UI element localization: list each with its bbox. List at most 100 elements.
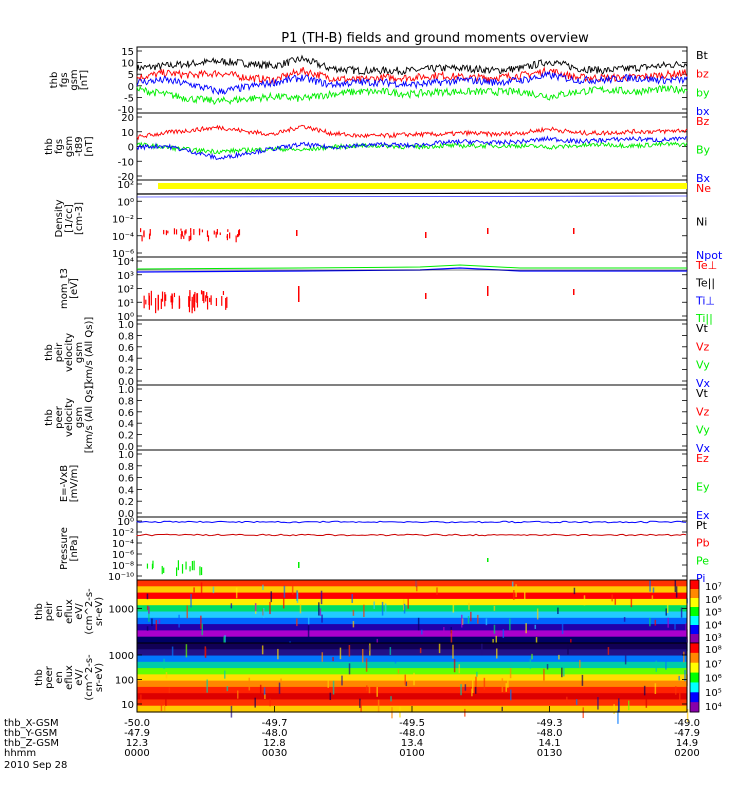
spectrogram-streak	[493, 605, 496, 611]
y-tick-label: -10	[118, 157, 134, 168]
spectrogram-streak	[509, 618, 511, 631]
pressure-pe-mark	[146, 563, 149, 569]
y-axis-label-line: [cm-3]	[74, 202, 85, 235]
y-axis-label-line: fgs	[59, 72, 70, 87]
y-axis-label-line: thb	[34, 669, 45, 686]
y-axis-label: thb fgs gsm [nT]	[49, 69, 90, 90]
spectrogram-streak	[226, 686, 229, 692]
y-axis-label: thb peir velocity gsm [km/s (All Qs)]	[44, 317, 95, 389]
density-ne-mark	[181, 230, 183, 235]
colorbar-tick-label: 10⁵	[705, 688, 722, 699]
y-tick-label: 0.6	[118, 474, 134, 485]
spectrogram-streak	[579, 659, 581, 668]
y-tick-label: 0.0	[118, 442, 134, 453]
spectrogram-streak	[546, 664, 549, 670]
temperature-te-perp-mark	[189, 291, 191, 302]
density-ne-mark	[140, 228, 142, 233]
spectrogram-streak	[563, 667, 565, 677]
y-axis-label-line: (cm^2-s-	[84, 654, 95, 701]
spectrogram-streak	[359, 698, 361, 708]
spectrogram-streak	[407, 596, 409, 609]
legend-entry: bx	[696, 105, 710, 118]
spectrogram-streak	[561, 667, 563, 678]
spectrogram-streak	[363, 604, 365, 618]
x-tick-label: -49.0	[674, 718, 700, 729]
colorbar-segment	[690, 580, 699, 590]
spectrogram-streak	[575, 699, 578, 705]
y-axis-label-line: (cm^2-s-	[84, 588, 95, 635]
x-tick-label: -49.7	[262, 718, 288, 729]
spectrogram-streak	[674, 623, 676, 630]
legend-entry: Vx	[696, 442, 711, 455]
series-line	[136, 84, 688, 106]
colorbar-tick-label: 10⁷	[705, 582, 722, 593]
spectrogram-streak	[452, 644, 454, 659]
spectrogram-streak	[403, 603, 406, 614]
x-tick-label: 0000	[124, 748, 149, 759]
y-tick-label: 1.0	[118, 450, 134, 461]
y-tick-label: 5	[128, 70, 134, 81]
y-axis-label: mom_t3 [eV]	[59, 268, 80, 309]
y-tick-label: 100	[115, 676, 134, 687]
spectrogram-streak	[397, 669, 400, 674]
spectrogram-streak	[464, 708, 466, 717]
spectrogram-streak	[224, 635, 226, 644]
spectrogram-band	[137, 636, 687, 644]
spectrogram-band	[137, 661, 687, 669]
legend-entry: Vy	[696, 359, 710, 372]
spectrogram-streak	[155, 620, 158, 630]
pressure-pe-mark	[200, 567, 203, 576]
y-tick-label: 10⁻⁸	[112, 561, 134, 572]
colorbar-segment	[690, 672, 699, 683]
density-ne-mark	[198, 228, 201, 236]
temperature-te-perp-mark	[209, 297, 211, 303]
spectrogram-streak	[403, 599, 405, 611]
spectrogram-band	[137, 605, 687, 613]
spectrogram-streak	[236, 690, 239, 699]
spectrogram-streak	[168, 687, 171, 694]
spectrogram-streak	[651, 595, 654, 600]
spectrogram-streak	[200, 615, 202, 629]
pressure-pe-mark	[487, 558, 489, 562]
spectrogram-streak	[307, 613, 310, 625]
series-line	[136, 54, 688, 76]
y-tick-label: 10	[121, 700, 134, 711]
legend-entry: Pb	[696, 537, 710, 550]
spectrogram-streak	[680, 607, 683, 618]
spectrogram-streak	[348, 644, 351, 657]
legend-entry: Vz	[696, 405, 710, 418]
spectrogram-streak	[319, 608, 322, 616]
y-tick-label: 10⁰	[117, 197, 134, 208]
spectrogram-streak	[193, 587, 195, 593]
spectrogram-band	[137, 617, 687, 625]
spectrogram-streak	[190, 593, 192, 608]
spectrogram-band	[137, 643, 687, 650]
pressure-pe-mark	[191, 560, 193, 571]
y-axis-label-line: thb	[44, 138, 55, 155]
y-tick-label: 1.0	[118, 320, 134, 331]
y-tick-label: 10⁻⁴	[112, 539, 134, 550]
spectrogram-streak	[611, 594, 613, 602]
spectrogram-streak	[468, 602, 470, 610]
density-ne-mark	[487, 228, 489, 234]
y-tick-label: 10⁴	[117, 257, 134, 268]
spectrogram-streak	[438, 643, 441, 654]
x-tick-label: -48.0	[262, 728, 288, 739]
spectrogram-streak	[376, 638, 379, 643]
y-tick-label: 0.6	[118, 408, 134, 419]
spectrogram-streak	[146, 593, 149, 600]
spectrogram-streak	[535, 637, 538, 644]
spectrogram-streak	[263, 607, 265, 619]
spectrogram-streak	[369, 643, 371, 656]
density-ne-mark	[229, 232, 231, 239]
density-ne-mark	[190, 232, 192, 240]
spectrogram-streak	[475, 676, 477, 688]
spectrogram-band	[137, 655, 687, 663]
spectrogram-streak	[493, 624, 496, 634]
colorbar-tick-label: 10⁴	[705, 620, 722, 631]
x-tick-label: 13.4	[401, 738, 423, 749]
density-ne-mark	[235, 235, 237, 243]
spectrogram-streak	[283, 585, 286, 599]
spectrogram-streak	[235, 587, 238, 599]
